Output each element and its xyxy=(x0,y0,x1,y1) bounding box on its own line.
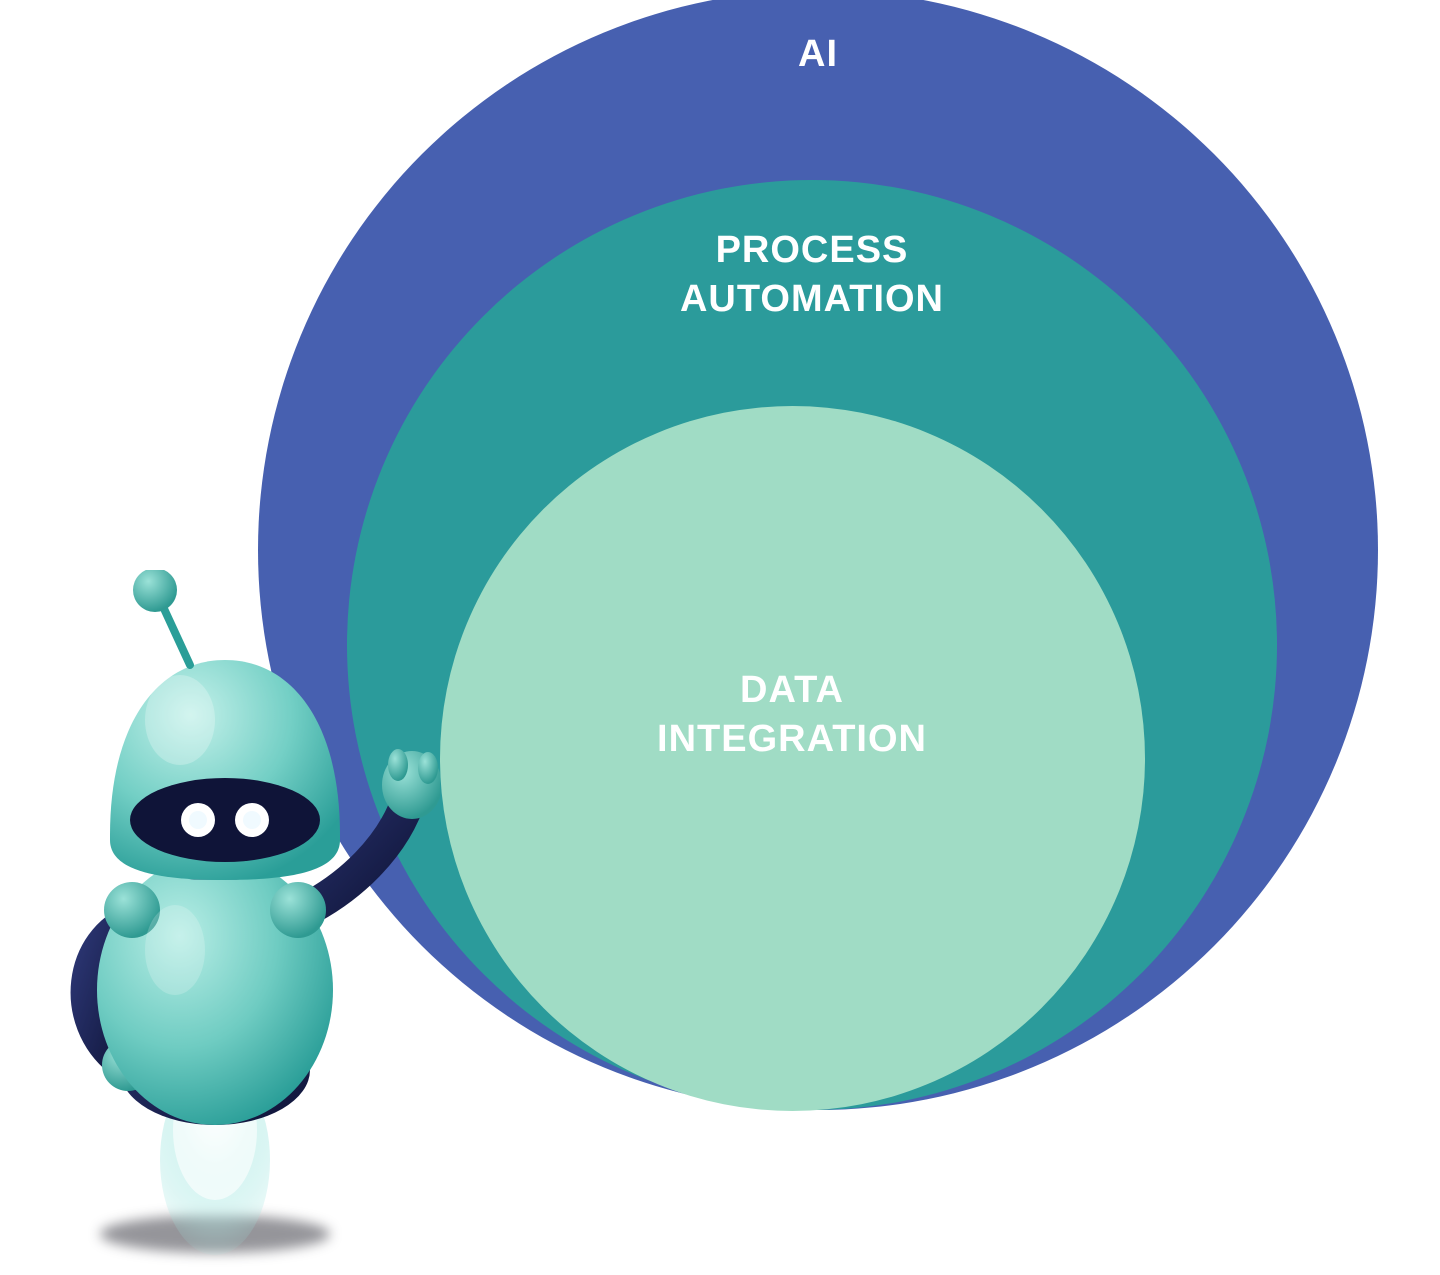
nested-circle-diagram: AI PROCESSAUTOMATION DATAINTEGRATION xyxy=(0,0,1440,1262)
robot-mascot-icon xyxy=(40,570,440,1270)
circle-data-integration: DATAINTEGRATION xyxy=(440,406,1145,1111)
circle-label-process-automation: PROCESSAUTOMATION xyxy=(347,226,1277,325)
circle-label-ai: AI xyxy=(258,30,1378,79)
circle-label-data-integration: DATAINTEGRATION xyxy=(440,666,1145,765)
